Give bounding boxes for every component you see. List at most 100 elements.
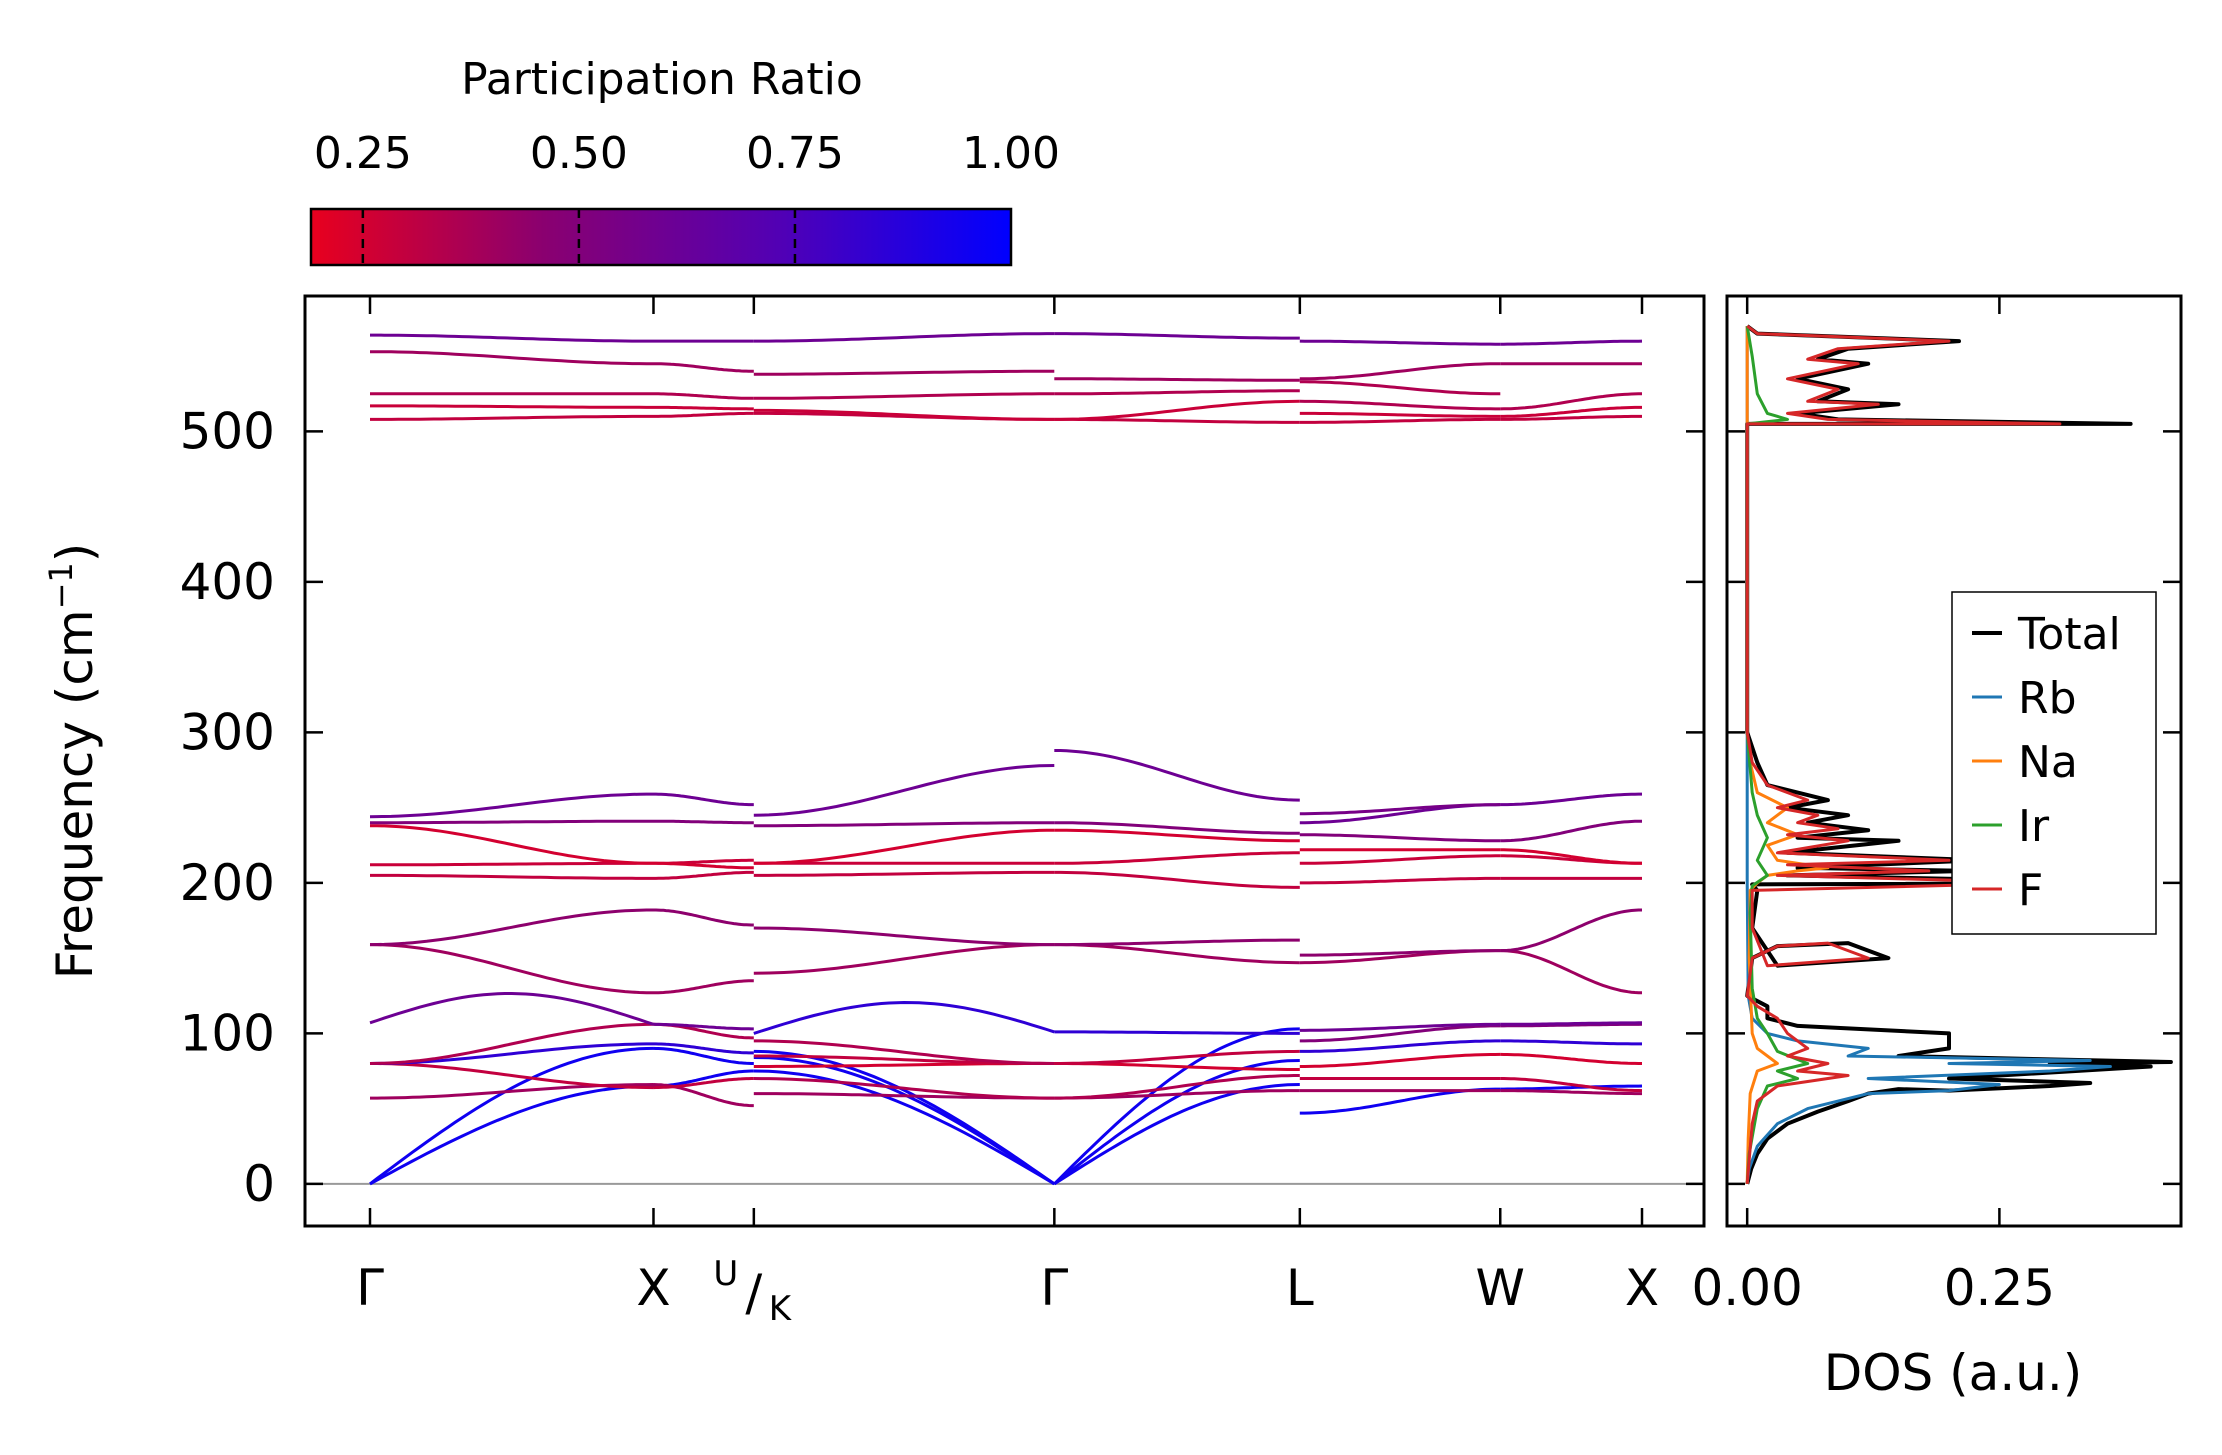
legend-label: Rb <box>2018 673 2077 724</box>
legend-item: F <box>1972 865 2043 916</box>
band-line <box>370 350 654 366</box>
colorbar-gradient <box>309 207 1013 267</box>
y-tick-label: 300 <box>180 703 275 761</box>
band-line <box>369 1022 654 1065</box>
band-line <box>1500 792 1642 807</box>
band-line <box>653 1042 754 1055</box>
band-line <box>1054 1074 1300 1100</box>
dos-axis-ticks: 0.00 0.25 <box>1692 296 2181 1317</box>
band-axes-frame <box>303 294 1706 1228</box>
legend-item: Ir <box>1972 801 2050 852</box>
kpoint-label: L <box>1286 1259 1314 1317</box>
band-line <box>370 404 654 409</box>
band-line <box>1054 943 1300 965</box>
band-line <box>753 1056 1056 1186</box>
band-line <box>1299 417 1501 424</box>
band-line <box>653 1077 754 1090</box>
band-line <box>370 873 654 880</box>
kpoint-label: Γ <box>356 1259 384 1317</box>
band-line <box>369 943 654 995</box>
band-line <box>753 332 1055 343</box>
band-line <box>753 1069 1056 1186</box>
y-tick-label: 200 <box>180 854 275 912</box>
band-line <box>370 414 654 421</box>
kpoint-label: X <box>1625 1259 1659 1317</box>
colorbar-ticks <box>361 209 797 265</box>
band-line <box>1054 821 1300 835</box>
band-line <box>753 369 1055 376</box>
band-line <box>753 1077 1055 1100</box>
y-axis-label: Frequency (cm−1) <box>42 543 104 980</box>
band-line <box>1299 1087 1501 1115</box>
band-line <box>1054 1030 1300 1035</box>
legend-label: Ir <box>2018 801 2050 852</box>
dos-curves <box>1745 324 2173 1185</box>
band-line <box>369 1046 654 1186</box>
band-line <box>1299 803 1501 816</box>
band-line <box>1299 833 1501 843</box>
band-line <box>753 764 1055 817</box>
kpoint-label: Γ <box>1040 1259 1068 1317</box>
band-line <box>653 392 754 400</box>
dos-axes-frame <box>1725 294 2183 1228</box>
band-line <box>653 819 754 825</box>
band-line <box>1054 332 1300 340</box>
colorbar-tick-labels: 0.25 0.50 0.75 1.00 <box>314 128 1060 179</box>
band-line <box>1500 819 1642 843</box>
band-line <box>753 1000 1055 1035</box>
band-line <box>753 828 1055 865</box>
band-line <box>370 333 654 343</box>
band-line <box>1299 1022 1501 1032</box>
band-line <box>1299 339 1501 346</box>
phonon-bands <box>369 332 1643 1186</box>
band-line <box>753 1039 1055 1065</box>
band-line <box>1299 1052 1501 1068</box>
band-line <box>370 1062 654 1090</box>
band-line <box>1299 1039 1501 1053</box>
band-line <box>653 362 754 373</box>
band-line <box>1500 908 1642 953</box>
band-line <box>1500 949 1642 995</box>
dos-x-axis-label: DOS (a.u.) <box>1824 1344 2083 1402</box>
legend-label: Total <box>2017 609 2121 660</box>
band-line <box>1500 848 1642 865</box>
band-line <box>1054 389 1300 396</box>
colorbar-tick-label: 1.00 <box>962 128 1060 179</box>
kpoint-label-uk: U / K <box>713 1254 792 1329</box>
band-line <box>1500 1039 1642 1046</box>
band-line <box>1500 392 1642 411</box>
band-line <box>1500 1077 1643 1093</box>
y-tick-label: 400 <box>180 553 275 611</box>
band-line <box>1299 362 1501 381</box>
band-line <box>1054 828 1300 843</box>
band-line <box>653 870 754 880</box>
kpoint-label: X <box>636 1259 670 1317</box>
band-line <box>1500 1021 1642 1026</box>
band-line <box>1054 938 1300 947</box>
band-line <box>653 411 754 418</box>
band-line <box>753 1049 1056 1186</box>
band-line <box>369 908 654 947</box>
band-line <box>1299 380 1501 396</box>
band-line <box>1054 870 1300 889</box>
band-line <box>1053 1059 1300 1186</box>
band-line <box>1500 405 1642 418</box>
y-tick-label: 100 <box>180 1004 275 1062</box>
band-line <box>1054 749 1300 802</box>
colorbar-tick-label: 0.25 <box>314 128 412 179</box>
band-line <box>1054 399 1300 421</box>
x-axis-kpoint-ticks: Γ X U / K Γ L W X <box>356 296 1659 1329</box>
band-line <box>653 979 754 995</box>
band-line <box>370 819 654 825</box>
band-structure-panel: 0 100 200 300 400 500 Γ X U / K Γ L W X Frequency (cm… <box>42 294 1706 1329</box>
kpoint-label: W <box>1476 1259 1525 1317</box>
dos-curve-f <box>1745 324 2062 1185</box>
band-line <box>1500 1084 1643 1091</box>
band-line <box>653 861 754 870</box>
kpoint-label-slash: / <box>745 1264 762 1322</box>
band-line <box>1053 1083 1300 1186</box>
band-line <box>1299 399 1501 411</box>
band-line <box>653 1046 754 1065</box>
dos-panel: 0.00 0.25 DOS (a.u.) Total Rb Na Ir F <box>1692 294 2183 1402</box>
